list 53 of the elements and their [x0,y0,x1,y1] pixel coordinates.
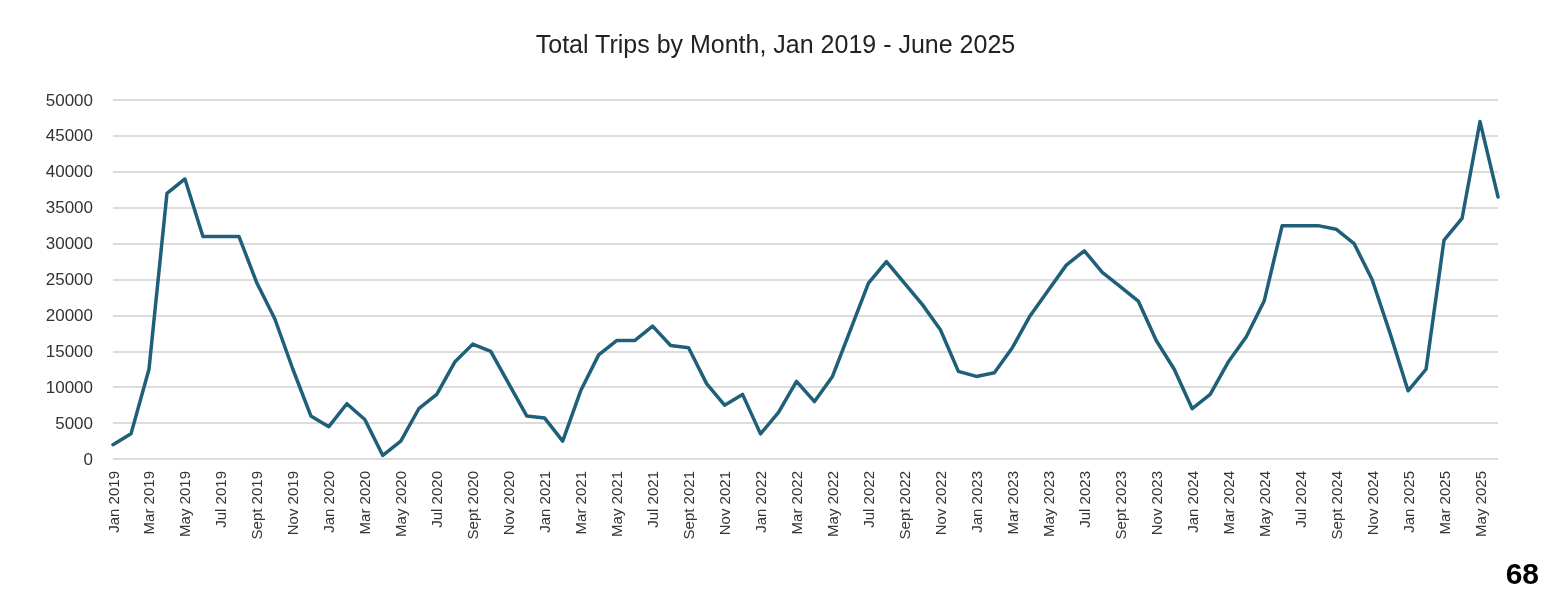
x-tick-label: Mar 2023 [1003,471,1021,535]
x-tick-label: Sept 2019 [248,471,266,540]
y-tick-label: 30000 [45,234,93,254]
x-tick-label: Mar 2022 [788,471,806,535]
x-tick-label: Nov 2020 [500,471,518,536]
y-tick-label: 0 [83,449,93,469]
x-tick-label: Sept 2021 [680,471,698,540]
x-tick-label: May 2025 [1471,471,1489,537]
y-tick-label: 20000 [45,305,93,325]
y-tick-label: 10000 [45,377,93,397]
x-tick-label: Sept 2024 [1327,471,1345,540]
x-tick-label: Jul 2023 [1075,471,1093,528]
y-tick-label: 45000 [45,126,93,146]
x-tick-label: Sept 2022 [895,471,913,540]
line-series [111,119,1500,458]
x-tick-label: Jan 2021 [536,471,554,533]
x-tick-label: Jul 2022 [859,471,877,528]
x-tick-label: Sept 2020 [464,471,482,540]
x-tick-label: May 2019 [176,471,194,537]
x-tick-label: Jul 2024 [1291,471,1309,528]
x-tick-label: Jul 2020 [428,471,446,528]
x-tick-label: Jan 2024 [1183,471,1201,533]
x-tick-label: Nov 2022 [931,471,949,536]
text: 68 [1505,556,1540,590]
y-tick-label: 50000 [45,90,93,110]
x-tick-label: Sept 2023 [1111,471,1129,540]
x-tick-label: May 2024 [1255,471,1273,537]
x-tick-label: May 2020 [392,471,410,537]
x-tick-label: Jan 2023 [967,471,985,533]
y-tick-label: 40000 [45,162,93,182]
x-tick-label: Mar 2020 [356,471,374,535]
x-tick-label: Jan 2019 [104,471,122,533]
x-tick-label: May 2021 [608,471,626,537]
y-tick-label: 5000 [55,413,93,433]
x-tick-label: Jan 2020 [320,471,338,533]
x-tick-label: Mar 2019 [140,471,158,535]
x-tick-label: Jul 2019 [212,471,230,528]
x-tick-label: Jul 2021 [644,471,662,528]
x-tick-label: Nov 2024 [1363,471,1381,536]
y-tick-label: 25000 [45,270,93,289]
x-tick-label: Mar 2025 [1435,471,1453,535]
x-tick-label: May 2023 [1039,471,1057,537]
x-tick-label: Jan 2025 [1399,471,1417,533]
x-tick-label: Mar 2021 [572,471,590,535]
x-tick-label: Nov 2023 [1147,471,1165,536]
x-tick-label: May 2022 [823,471,841,537]
chart-title: Total Trips by Month, Jan 2019 - June 2025 [535,29,1016,58]
x-tick-label: Jan 2022 [752,471,770,533]
x-tick-label: Mar 2024 [1219,471,1237,535]
y-tick-label: 15000 [45,341,93,361]
x-tick-label: Nov 2019 [284,471,302,536]
x-tick-label: Nov 2021 [716,471,734,536]
y-tick-label: 35000 [45,198,93,218]
